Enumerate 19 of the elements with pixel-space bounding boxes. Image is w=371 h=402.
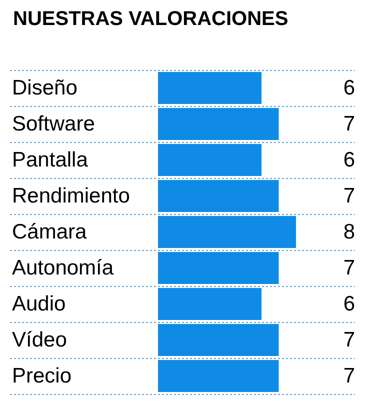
y-tick-label: Audio bbox=[12, 292, 66, 316]
data-label: 7 bbox=[343, 328, 355, 352]
data-label: 7 bbox=[343, 256, 355, 280]
data-label: 7 bbox=[343, 112, 355, 136]
data-label: 8 bbox=[343, 220, 355, 244]
chart-title: NUESTRAS VALORACIONES bbox=[13, 8, 288, 30]
data-label: 6 bbox=[343, 148, 355, 172]
y-tick-label: Precio bbox=[12, 364, 72, 388]
y-tick-label: Pantalla bbox=[12, 148, 88, 172]
data-label: 7 bbox=[343, 364, 355, 388]
y-tick-label: Autonomía bbox=[12, 256, 114, 280]
y-tick-label: Software bbox=[12, 112, 95, 136]
data-label: 6 bbox=[343, 292, 355, 316]
y-tick-label: Cámara bbox=[12, 220, 88, 244]
data-label: 7 bbox=[343, 184, 355, 208]
y-tick-label: Rendimiento bbox=[12, 184, 130, 208]
data-label: 6 bbox=[343, 76, 355, 100]
y-tick-label: Vídeo bbox=[12, 328, 67, 352]
y-tick-label: Diseño bbox=[12, 76, 78, 100]
